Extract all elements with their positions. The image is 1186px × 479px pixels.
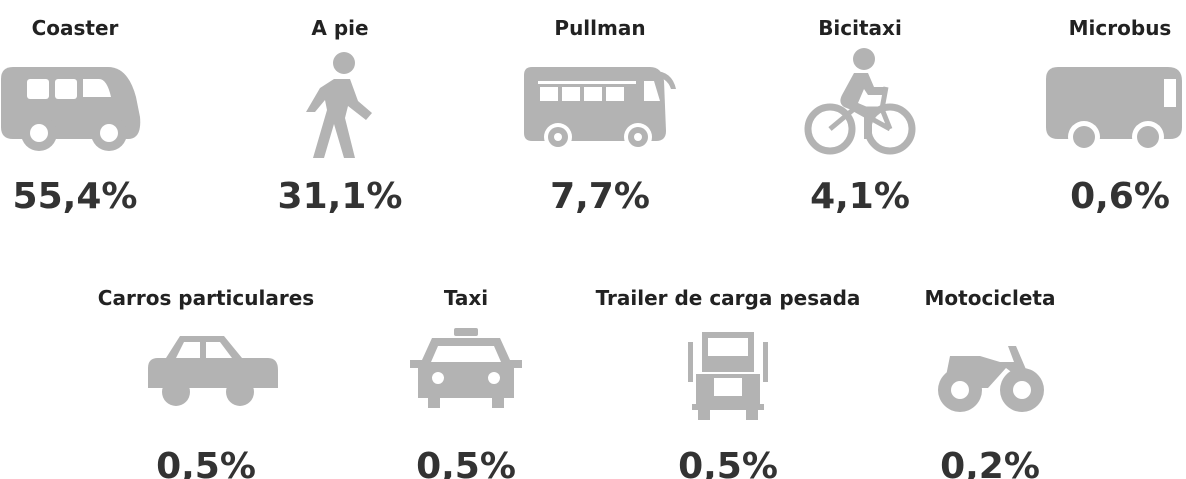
- item-value: 0,2%: [940, 446, 1040, 479]
- item-icon: [804, 48, 916, 155]
- item-value: 31,1%: [278, 176, 403, 217]
- item-value: 0,5%: [416, 446, 516, 479]
- item-label: A pie: [311, 16, 368, 40]
- item-label: Microbus: [1069, 16, 1172, 40]
- item-icon: [1, 67, 141, 151]
- item-icon: [938, 346, 1044, 412]
- item-label: Trailer de carga pesada: [596, 286, 861, 310]
- item-icon: [410, 328, 522, 408]
- item-value: 7,7%: [550, 176, 650, 217]
- item-label: Coaster: [32, 16, 119, 40]
- item-icon: [148, 336, 278, 406]
- item-icon: [306, 52, 372, 158]
- item-value: 0,6%: [1070, 176, 1170, 217]
- item-icon: [688, 332, 768, 420]
- item-icon: [1046, 67, 1182, 153]
- item-label: Bicitaxi: [818, 16, 902, 40]
- item-label: Pullman: [554, 16, 645, 40]
- item-icon: [524, 67, 676, 151]
- item-value: 4,1%: [810, 176, 910, 217]
- item-value: 0,5%: [156, 446, 256, 479]
- item-label: Taxi: [444, 286, 488, 310]
- item-value: 0,5%: [678, 446, 778, 479]
- item-label: Motocicleta: [925, 286, 1056, 310]
- item-value: 55,4%: [13, 176, 138, 217]
- item-label: Carros particulares: [98, 286, 314, 310]
